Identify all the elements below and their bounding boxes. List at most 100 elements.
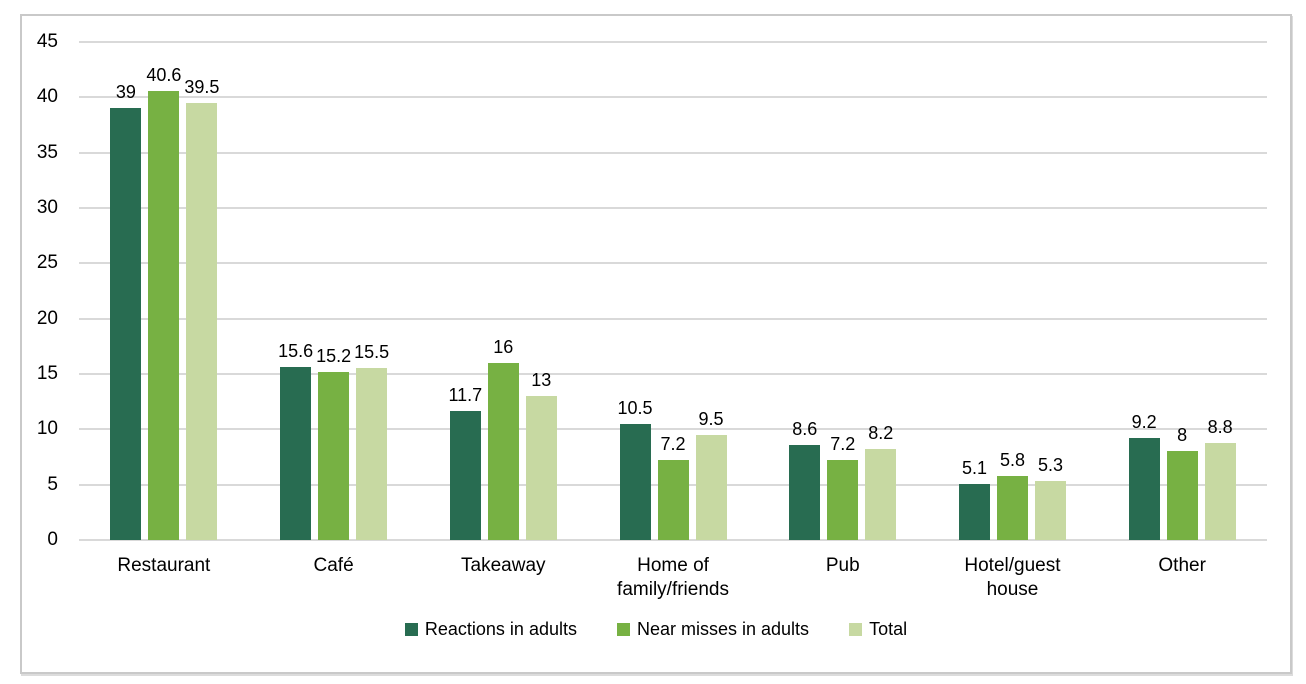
legend-label: Reactions in adults (424, 619, 577, 639)
bar-and-label: 7.2 (827, 434, 859, 540)
bar-value-label: 8.2 (868, 423, 894, 444)
bar-and-label: 15.6 (278, 341, 314, 540)
bar-value-label: 11.7 (448, 384, 483, 405)
bar-and-label: 8 (1166, 425, 1198, 540)
bar-and-label: 11.7 (448, 384, 483, 540)
gridline (79, 151, 1267, 154)
y-tick-label: 20 (36, 307, 58, 329)
bar (356, 368, 388, 540)
bar (657, 460, 689, 540)
bar (449, 410, 481, 540)
x-category-label: Hotel/guest house (964, 555, 1061, 600)
bar-value-label: 10.5 (617, 397, 653, 418)
bar-value-label: 15.6 (278, 341, 314, 362)
bar-value-label: 16 (493, 336, 514, 357)
bar-and-label: 8.6 (789, 418, 821, 540)
bar (789, 444, 821, 540)
x-category-label: Home of family/friends (617, 555, 729, 600)
bar-value-label: 39.5 (184, 76, 220, 97)
x-category-label: Pub (825, 555, 860, 576)
bar-and-label: 10.5 (617, 397, 653, 540)
y-tick-label: 35 (36, 141, 58, 163)
bar-group: 39 40.6 39.5 (79, 42, 249, 540)
y-tick-label: 30 (36, 197, 58, 218)
bar (1204, 442, 1236, 540)
bar-and-label: 5.1 (958, 457, 990, 540)
bar-value-label: 13 (531, 370, 552, 391)
plot-area: 39 40.6 39.5 15.6 15.2 15.5 11.7 16 13 10.5 7.2 9.5… (79, 42, 1267, 540)
gridline (79, 428, 1267, 431)
bar-value-label: 5.1 (961, 457, 987, 478)
bar-and-label: 8.8 (1204, 416, 1236, 540)
bar-value-label: 40.6 (146, 64, 182, 85)
bar-and-label: 9.2 (1128, 412, 1160, 540)
chart-legend: Reactions in adults Near misses in adults… (22, 618, 1290, 640)
bar-group: 5.1 5.8 5.3 (928, 42, 1098, 540)
bar-and-label: 7.2 (657, 434, 689, 540)
bar-group: 10.5 7.2 9.5 (588, 42, 758, 540)
bar-value-label: 8.6 (792, 418, 818, 439)
y-tick-label: 10 (36, 418, 58, 440)
bar-value-label: 5.3 (1037, 455, 1063, 476)
bar-and-label: 5.8 (996, 449, 1028, 540)
bar-and-label: 15.2 (316, 345, 352, 540)
x-category-label: Café (313, 555, 354, 576)
legend-swatch (616, 622, 630, 636)
bar (1128, 438, 1160, 540)
bar-and-label: 16 (487, 336, 519, 540)
bar (1034, 481, 1066, 540)
bar-value-label: 7.2 (830, 434, 856, 455)
bar-and-label: 39.5 (184, 76, 220, 540)
bar-and-label: 8.2 (865, 423, 897, 540)
y-tick-label: 15 (36, 363, 58, 384)
bar-value-label: 39 (115, 82, 136, 103)
bar-group: 8.6 7.2 8.2 (758, 42, 928, 540)
x-axis-category-labels: Restaurant Café Takeaway Home of family/fri… (79, 554, 1267, 602)
bar-value-label: 5.8 (999, 449, 1025, 470)
bar (996, 475, 1028, 540)
bar (695, 434, 727, 540)
bar (865, 449, 897, 540)
chart-frame: 0 5 10 15 20 25 30 35 40 45 39 40.6 39.5 15.6 15.2 15.… (20, 14, 1292, 674)
bar (487, 362, 519, 540)
y-tick-label: 25 (36, 252, 58, 274)
bar-and-label: 5.3 (1034, 455, 1066, 540)
bar-value-label: 15.2 (316, 345, 352, 366)
legend-label: Total (869, 619, 908, 639)
x-category-label: Takeaway (461, 555, 546, 576)
bar (110, 108, 142, 540)
bar-group: 11.7 16 13 (418, 42, 588, 540)
gridline (79, 262, 1267, 265)
bar-value-label: 8.8 (1207, 416, 1233, 437)
bar (827, 460, 859, 540)
bar (525, 396, 557, 540)
bar-and-label: 39 (110, 82, 142, 540)
bar-value-label: 9.2 (1131, 412, 1157, 433)
gridline (79, 317, 1267, 320)
bar-value-label: 15.5 (354, 342, 390, 363)
bar-value-label: 8 (1177, 425, 1188, 446)
bar (1166, 451, 1198, 540)
bar-and-label: 9.5 (695, 409, 727, 540)
bar-and-label: 13 (525, 370, 557, 540)
gridline (79, 207, 1267, 209)
bar (619, 423, 651, 540)
y-tick-label: 0 (47, 529, 58, 550)
bar-group: 9.2 8 8.8 (1097, 42, 1267, 540)
bar (186, 102, 218, 540)
x-category-label: Restaurant (117, 555, 211, 576)
legend-item: Reactions in adults (404, 618, 577, 640)
bar (318, 371, 350, 540)
y-tick-label: 45 (36, 31, 58, 52)
legend-item: Near misses in adults (616, 618, 809, 640)
bar (958, 483, 990, 540)
y-tick-label: 40 (36, 86, 58, 108)
x-category-label: Other (1158, 555, 1206, 576)
bar (148, 90, 180, 540)
legend-swatch (849, 622, 863, 636)
bar-and-label: 15.5 (354, 342, 390, 540)
bar (280, 367, 312, 540)
legend-swatch (404, 622, 418, 636)
bar-value-label: 7.2 (660, 434, 686, 455)
bar-and-label: 40.6 (146, 64, 182, 540)
